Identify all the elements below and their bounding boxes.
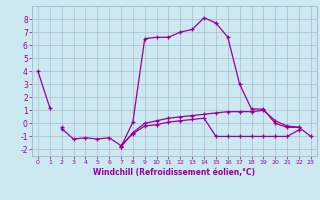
X-axis label: Windchill (Refroidissement éolien,°C): Windchill (Refroidissement éolien,°C) [93,168,255,177]
